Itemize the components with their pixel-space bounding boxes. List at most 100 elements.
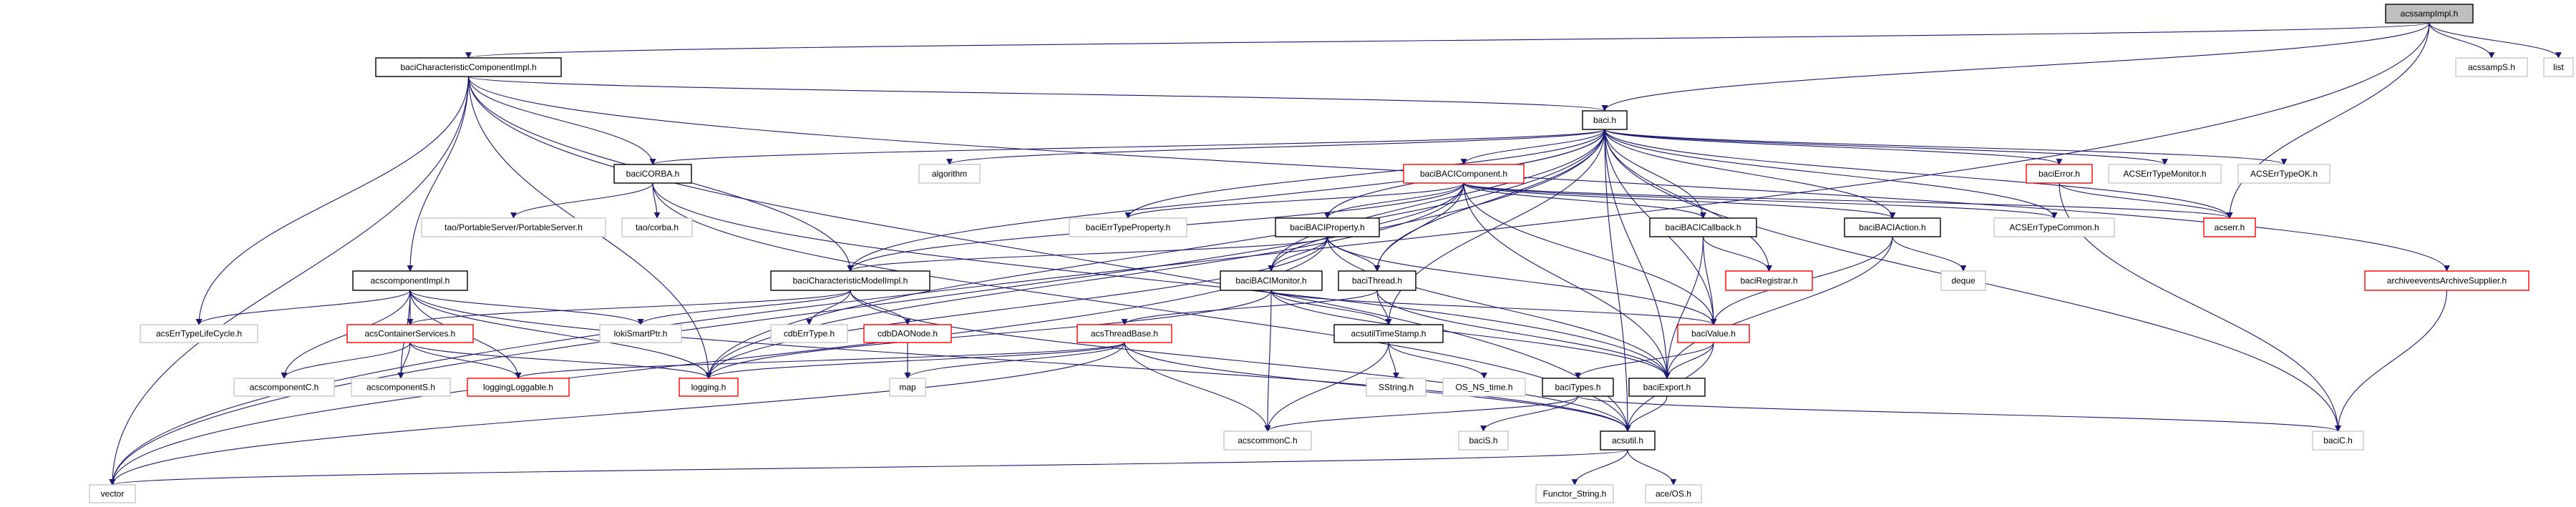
node-baciErrTypeProperty[interactable]: baciErrTypeProperty.h	[1069, 217, 1187, 237]
node-acsThreadBase[interactable]: acsThreadBase.h	[1076, 324, 1172, 343]
node-label: baciRegistrar.h	[1740, 276, 1797, 286]
node-label: baciCharacteristicModelImpl.h	[793, 276, 908, 286]
node-baciError[interactable]: baciError.h	[2026, 164, 2093, 184]
node-box	[2312, 430, 2364, 451]
node-baciS[interactable]: baciS.h	[1458, 430, 1509, 451]
edge-baciBACIMonitor-to-logging	[705, 290, 1272, 379]
node-label: baciError.h	[2038, 169, 2080, 179]
node-acserr[interactable]: acserr.h	[2203, 217, 2256, 237]
node-taoCorba[interactable]: tao/corba.h	[621, 217, 693, 237]
edge-baciBACIComponent-to-baciValue	[1463, 182, 1717, 325]
edge-baciBACIComponent-to-baciExport	[1463, 182, 1671, 379]
node-baciBACIAction[interactable]: baciBACIAction.h	[1844, 217, 1941, 237]
node-logging[interactable]: logging.h	[679, 378, 739, 397]
edge-acssampImpl-to-vector	[109, 22, 2430, 486]
node-label: Functor_String.h	[1543, 489, 1607, 499]
nodes-layer: acssampImpl.h baciCharacteristicComponent…	[89, 4, 2574, 503]
node-acsErrTypeLifeCycle[interactable]: acsErrTypeLifeCycle.h	[140, 324, 258, 343]
node-box	[2385, 4, 2474, 24]
node-label: baciCORBA.h	[626, 169, 680, 179]
node-ACSErrTypeCommon[interactable]: ACSErrTypeCommon.h	[1993, 217, 2115, 237]
node-archiveSupplier[interactable]: archiveeventsArchiveSupplier.h	[2364, 270, 2529, 291]
node-acscomponentS[interactable]: acscomponentS.h	[351, 378, 451, 397]
node-baci[interactable]: baci.h	[1582, 110, 1628, 130]
node-baciBACIProperty[interactable]: baciBACIProperty.h	[1275, 217, 1380, 237]
node-algorithm[interactable]: algorithm	[918, 164, 981, 184]
node-baciValue[interactable]: baciValue.h	[1677, 324, 1750, 343]
node-label: baciS.h	[1469, 435, 1497, 446]
edge-acsContainerServices-to-acscomponentS	[397, 342, 411, 379]
edge-baci-to-ACSErrTypeMonitor	[1604, 129, 2168, 165]
node-box	[1649, 217, 1757, 237]
node-label: acscommonC.h	[1238, 435, 1297, 446]
edge-baciTypes-to-baciC	[1577, 395, 2341, 432]
node-baciBACIMonitor[interactable]: baciBACIMonitor.h	[1220, 270, 1323, 291]
node-label: tao/PortableServer/PortableServer.h	[444, 222, 583, 232]
node-box	[467, 378, 570, 397]
node-box	[352, 270, 468, 291]
node-baciExport[interactable]: baciExport.h	[1628, 378, 1706, 397]
node-vector[interactable]: vector	[89, 484, 136, 503]
node-list[interactable]: list	[2543, 57, 2574, 77]
node-label: baciCharacteristicComponentImpl.h	[400, 62, 536, 72]
edge-acsThreadBase-to-vector	[109, 342, 1125, 486]
node-acscommonC[interactable]: acscommonC.h	[1223, 430, 1312, 451]
edge-baci-to-baciError	[1604, 129, 2063, 165]
edge-acsutil-to-FunctorString	[1571, 449, 1628, 486]
node-map[interactable]: map	[889, 378, 926, 397]
node-label: OS_NS_time.h	[1455, 383, 1512, 393]
node-acsContainerServices[interactable]: acsContainerServices.h	[346, 324, 474, 343]
node-baciC[interactable]: baciC.h	[2312, 430, 2364, 451]
node-OS_NS_time[interactable]: OS_NS_time.h	[1442, 378, 1526, 397]
node-lokiSmartPtr[interactable]: lokiSmartPtr.h	[599, 324, 682, 343]
node-loggingLoggable[interactable]: loggingLoggable.h	[467, 378, 570, 397]
edge-baciBACIProperty-to-vector	[109, 236, 1328, 486]
edge-baciError-to-acserr	[2059, 182, 2233, 219]
node-box	[2543, 57, 2574, 77]
node-box	[1403, 164, 1525, 184]
node-box	[1645, 484, 1702, 503]
node-FunctorString[interactable]: Functor_String.h	[1535, 484, 1614, 503]
edge-baciThread-to-baciExport	[1376, 290, 1671, 379]
node-ACSErrTypeOK[interactable]: ACSErrTypeOK.h	[2237, 164, 2330, 184]
node-bcmi[interactable]: baciCharacteristicModelImpl.h	[770, 270, 930, 291]
node-acsutil[interactable]: acsutil.h	[1600, 430, 1656, 451]
node-box	[140, 324, 258, 343]
node-box	[1542, 378, 1614, 397]
node-baciBACIComponent[interactable]: baciBACIComponent.h	[1403, 164, 1525, 184]
edge-baci-to-acserr	[1604, 129, 2233, 219]
edge-acscomponentImpl-to-acsErrTypeLifeCycle	[195, 290, 411, 325]
node-acssampS[interactable]: acssampS.h	[2455, 57, 2528, 77]
node-bcci[interactable]: baciCharacteristicComponentImpl.h	[375, 57, 562, 77]
edge-baci-to-acsutil	[1604, 129, 1631, 432]
edge-baciBACIAction-to-deque	[1892, 236, 1967, 272]
node-baciTypes[interactable]: baciTypes.h	[1542, 378, 1614, 397]
node-label: baciValue.h	[1691, 329, 1736, 339]
node-cdbDAONode[interactable]: cdbDAONode.h	[863, 324, 952, 343]
edge-acsutil-to-aceOS	[1627, 449, 1677, 486]
node-acsutilTimeStamp[interactable]: acsutilTimeStamp.h	[1333, 324, 1444, 343]
node-baciBACICallback[interactable]: baciBACICallback.h	[1649, 217, 1757, 237]
node-SString[interactable]: SString.h	[1366, 378, 1426, 397]
edge-baci-to-bcmi	[847, 129, 1605, 272]
node-ACSErrTypeMonitor[interactable]: ACSErrTypeMonitor.h	[2108, 164, 2222, 184]
edge-acssampImpl-to-acssampS	[2429, 22, 2495, 59]
edge-baci-to-acsutilTimeStamp	[1385, 129, 1605, 325]
node-label: acserr.h	[2215, 222, 2245, 232]
node-acscomponentC[interactable]: acscomponentC.h	[233, 378, 335, 397]
node-aceOS[interactable]: ace/OS.h	[1645, 484, 1702, 503]
node-label: archiveeventsArchiveSupplier.h	[2387, 276, 2507, 286]
node-cdbErrType[interactable]: cdbErrType.h	[770, 324, 848, 343]
node-label: deque	[1951, 276, 1975, 286]
node-deque[interactable]: deque	[1940, 270, 1986, 291]
node-baciCORBA[interactable]: baciCORBA.h	[613, 164, 692, 184]
node-box	[1725, 270, 1813, 291]
node-acscomponentImpl[interactable]: acscomponentImpl.h	[352, 270, 468, 291]
node-baciRegistrar[interactable]: baciRegistrar.h	[1725, 270, 1813, 291]
node-baciThread[interactable]: baciThread.h	[1338, 270, 1416, 291]
edge-acsThreadBase-to-logging	[705, 342, 1125, 379]
edge-acsutil-to-vector	[110, 449, 1628, 486]
node-taoPS[interactable]: tao/PortableServer/PortableServer.h	[421, 217, 606, 237]
node-box	[89, 484, 136, 503]
node-label: acsutilTimeStamp.h	[1351, 329, 1426, 339]
